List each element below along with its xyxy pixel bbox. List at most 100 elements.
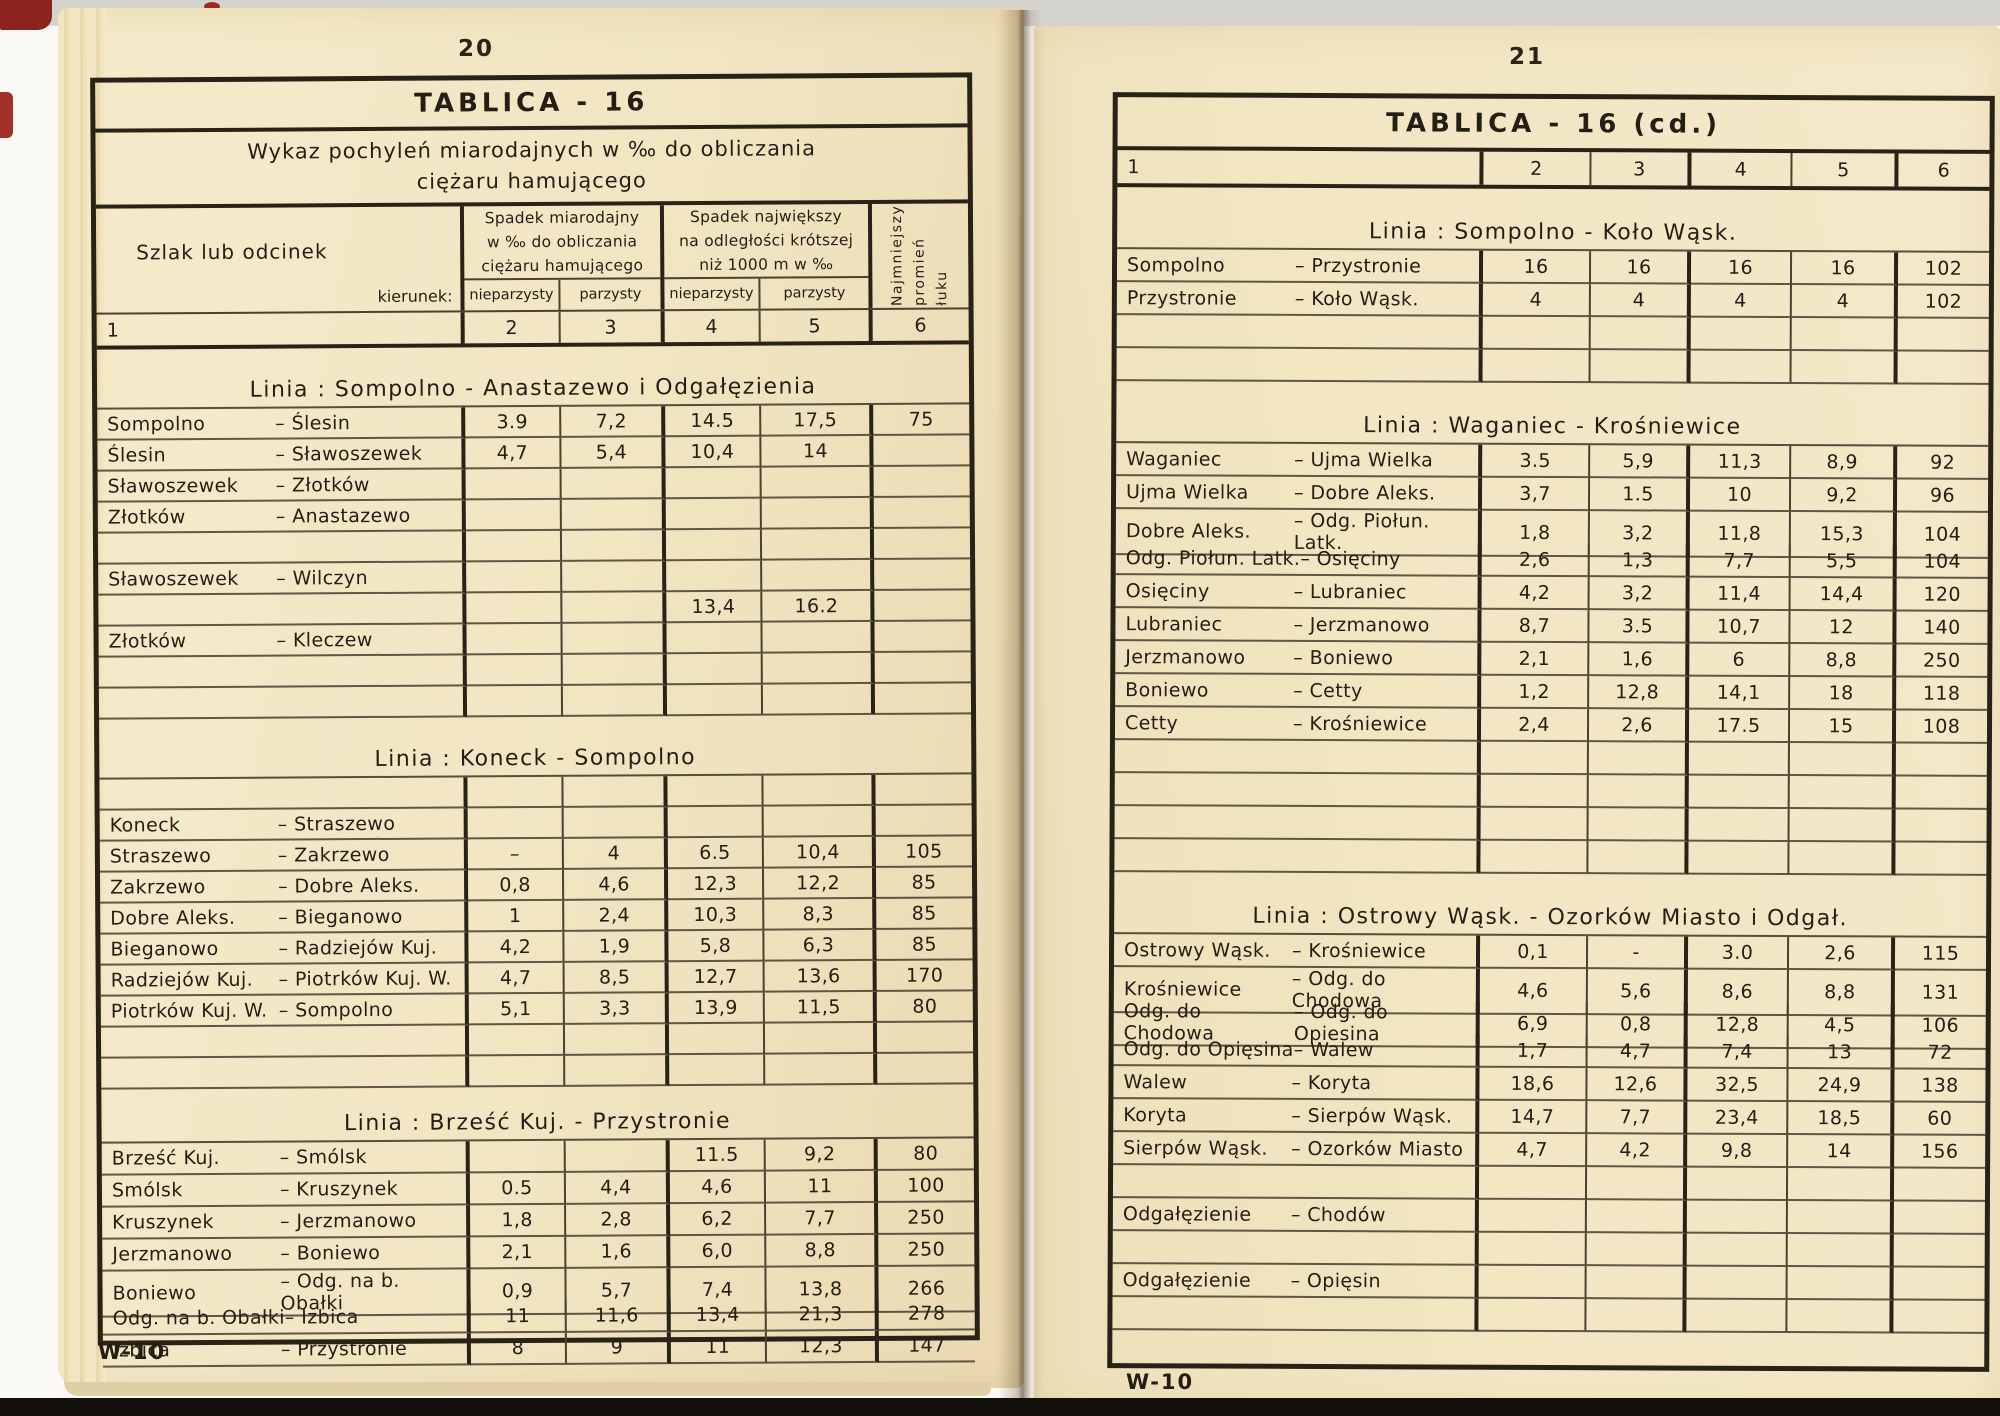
table-row (1116, 348, 1989, 385)
value-cell: 6.5 (667, 837, 764, 870)
value-cell: 11,3 (1690, 445, 1792, 480)
table-row (1114, 773, 1987, 810)
value-cell (1588, 775, 1689, 809)
value-cell (665, 467, 762, 500)
value-cell: 85 (876, 898, 973, 930)
value-cell: 3.9 (465, 406, 562, 439)
route-cell (97, 531, 467, 565)
value-cell (669, 1054, 766, 1087)
station-to: – Zakrzewo (277, 843, 390, 867)
value-cell: 11 (470, 1300, 567, 1334)
value-cell: 0,1 (1479, 935, 1589, 970)
value-cell: 4 (563, 838, 668, 870)
value-cell (666, 653, 763, 686)
table-row: Odg. Piołun. Latk. – Osięciny 2,6 1,3 7,7 5,5… (1115, 542, 1988, 579)
line-title: Linia : Sompolno - Anastazewo i Odgałęzi… (96, 344, 970, 410)
station-from: Koneck (109, 813, 181, 837)
value-cell (1895, 842, 1987, 876)
value-cell (1787, 1234, 1894, 1268)
value-cell: 7,2 (561, 406, 666, 438)
value-cell (875, 774, 972, 806)
station-from (111, 1041, 279, 1042)
station-to: – Boniewo (1293, 646, 1394, 669)
station-to: – Krośniewice (1291, 939, 1427, 962)
table-subtitle: Wykaz pochyleń miarodajnych w ‰ do oblic… (95, 127, 968, 209)
value-cell (562, 685, 668, 717)
value-cell (1897, 351, 1989, 385)
value-cell (467, 776, 564, 809)
value-cell: - (1587, 936, 1689, 970)
table-row: Boniewo – Cetty 1,2 12,8 14,1 18 118 (1115, 674, 1988, 711)
value-cell: 1,7 (1479, 1034, 1588, 1069)
value-cell (874, 621, 971, 653)
column-number: 1 (96, 312, 465, 346)
station-to: – Dobre Aleks. (1293, 481, 1436, 504)
station-from: Smólsk (111, 1179, 183, 1202)
table-body: Linia : Sompolno - Anastazewo i Odgałęzi… (96, 344, 975, 1368)
route-cell: Kruszynek – Jerzmanowo (102, 1205, 471, 1240)
value-cell (668, 1023, 766, 1056)
station-to: – Radziejów Kuj. (278, 936, 438, 960)
station-to: – Cetty (1293, 679, 1363, 702)
line-section: Linia : Waganiec - Krośniewice Waganiec – … (1114, 381, 1989, 876)
station-from: Brześć Kuj. (111, 1146, 220, 1170)
value-cell: 96 (1896, 479, 1989, 513)
value-cell (562, 592, 667, 624)
value-cell (1688, 841, 1790, 876)
value-cell (1478, 1232, 1587, 1267)
value-cell (1893, 1300, 1985, 1334)
table-row: Jerzmanowo – Boniewo 2,1 1,6 6,0 8,8 250 (102, 1234, 975, 1272)
value-cell (466, 654, 563, 687)
route-cell: Odgałęzienie – Opięsin (1112, 1264, 1479, 1299)
route-cell: Jerzmanowo – Boniewo (102, 1237, 471, 1272)
route-cell: Ostrowy Wąsk. – Krośniewice (1113, 934, 1481, 969)
route-cell: Bieganowo – Radziejów Kuj. (100, 932, 469, 966)
value-cell (665, 498, 762, 531)
value-cell: 105 (875, 836, 972, 868)
value-cell: 1,9 (564, 931, 669, 963)
route-cell: Złotków – Kleczew (98, 624, 467, 658)
value-cell: 21,3 (766, 1298, 879, 1332)
route-cell: Boniewo – Cetty (1115, 674, 1482, 709)
value-cell (1588, 808, 1689, 842)
station-from: Zakrzewo (110, 875, 206, 899)
table-row: Sompolno – Przystronie 16 16 16 16 102 (1116, 249, 1990, 286)
value-cell (667, 775, 764, 808)
route-cell (98, 593, 467, 627)
value-cell (466, 623, 563, 656)
station-from (1123, 1247, 1291, 1248)
route-cell: Odgałęzienie – Chodów (1112, 1198, 1479, 1233)
value-cell (1686, 1200, 1788, 1235)
route-cell (98, 686, 468, 720)
table-row (1112, 1297, 1985, 1334)
value-cell (761, 528, 875, 561)
value-cell: 6,2 (670, 1203, 767, 1237)
station-to: – Krośniewice (1292, 712, 1428, 735)
route-cell: Zakrzewo – Dobre Aleks. (99, 870, 469, 904)
value-cell: 2,6 (1788, 937, 1896, 971)
header-group-a-sublabels: nieparzysty parzysty (464, 277, 661, 311)
route-cell (1114, 773, 1481, 808)
column-number: 2 (1483, 151, 1592, 186)
station-from: Przystronie (1126, 286, 1237, 310)
value-cell (467, 807, 564, 840)
station-from: Sławoszewek (107, 474, 239, 498)
value-cell (873, 435, 970, 467)
value-cell (469, 1140, 566, 1174)
value-cell (1787, 1300, 1894, 1334)
route-cell: Odg. na b. Obałki – Izbica (102, 1301, 471, 1336)
table-row: Izbica – Przystronie 8 9 11 12,3 147 (102, 1330, 975, 1368)
value-cell: 3,2 (1589, 577, 1690, 611)
route-cell (1116, 348, 1483, 383)
value-cell: 3,7 (1481, 477, 1591, 512)
value-cell: 10,7 (1689, 610, 1791, 645)
red-ink-mark (204, 2, 220, 11)
station-from (110, 793, 278, 794)
station-from: Krośniewice (1123, 978, 1242, 1001)
station-from: Odg. do Opięsina (1123, 1037, 1294, 1061)
line-title: Linia : Koneck - Sompolno (99, 714, 972, 780)
value-cell (1789, 809, 1896, 843)
value-cell: 11 (670, 1331, 768, 1365)
value-cell: 100 (877, 1170, 975, 1203)
